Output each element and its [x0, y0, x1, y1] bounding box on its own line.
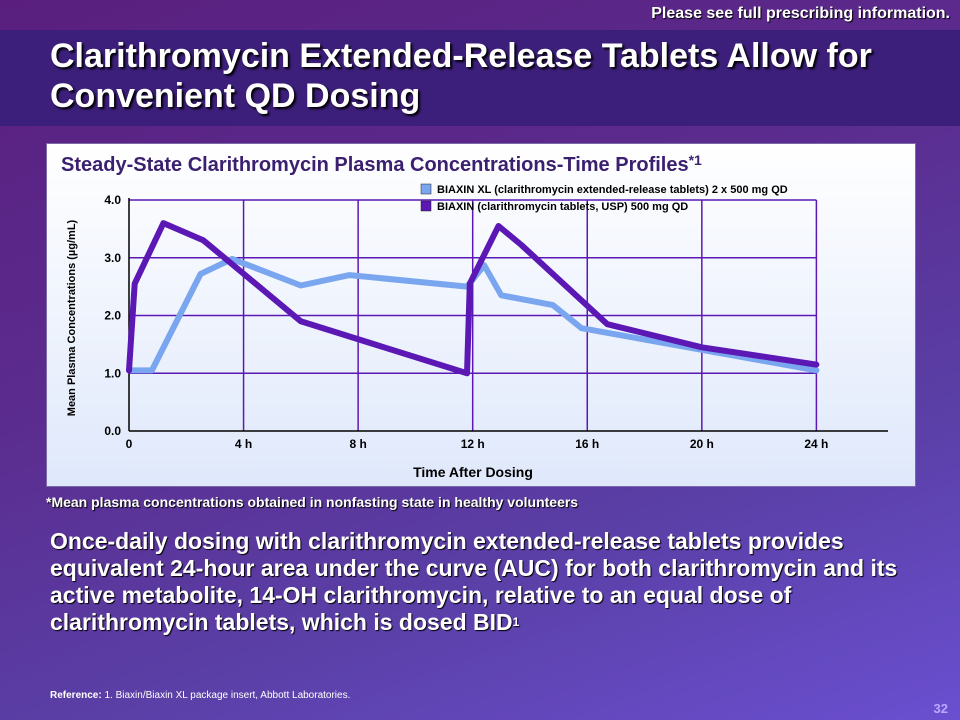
- y-tick-label: 1.0: [104, 366, 121, 380]
- title-band: [0, 30, 960, 126]
- x-tick-label: 24 h: [804, 437, 828, 451]
- y-tick-label: 3.0: [104, 251, 121, 265]
- chart-panel: Steady-State Clarithromycin Plasma Conce…: [46, 143, 916, 487]
- x-axis-label: Time After Dosing: [413, 464, 533, 480]
- reference-label: Reference:: [50, 690, 102, 701]
- legend-label-1: BIAXIN XL (clarithromycin extended-relea…: [437, 184, 788, 196]
- reference-line: Reference: 1. Biaxin/Biaxin XL package i…: [50, 690, 350, 701]
- slide-title: Clarithromycin Extended-Release Tablets …: [50, 37, 872, 115]
- legend-swatch-2: [420, 200, 432, 212]
- line-chart: Steady-State Clarithromycin Plasma Conce…: [61, 152, 888, 480]
- x-tick-label: 16 h: [575, 437, 599, 451]
- legend-swatch-1: [420, 183, 432, 195]
- chart-title-sup: *1: [689, 152, 702, 168]
- x-tick-label: 0: [126, 437, 133, 451]
- page-number: 32: [933, 701, 948, 716]
- y-tick-label: 0.0: [104, 424, 121, 438]
- x-tick-label: 4 h: [235, 437, 252, 451]
- chart-title: Steady-State Clarithromycin Plasma Conce…: [61, 152, 702, 176]
- series-line-2: [126, 220, 820, 377]
- series-line-1: [126, 255, 820, 374]
- y-tick-label: 4.0: [104, 193, 121, 207]
- summary-sup: 1: [512, 615, 520, 629]
- x-tick-label: 20 h: [690, 437, 714, 451]
- x-tick-label: 8 h: [349, 437, 366, 451]
- prescribing-note: Please see full prescribing information.: [651, 5, 950, 22]
- chart-footnote: *Mean plasma concentrations obtained in …: [46, 494, 579, 510]
- y-axis-label: Mean Plasma Concentrations (µg/mL): [66, 219, 78, 416]
- summary-text: Once-daily dosing with clarithromycin ex…: [50, 528, 898, 635]
- y-tick-label: 2.0: [104, 309, 121, 323]
- legend-label-2: BIAXIN (clarithromycin tablets, USP) 500…: [437, 201, 688, 213]
- reference-text: 1. Biaxin/Biaxin XL package insert, Abbo…: [101, 690, 351, 701]
- x-tick-label: 12 h: [461, 437, 485, 451]
